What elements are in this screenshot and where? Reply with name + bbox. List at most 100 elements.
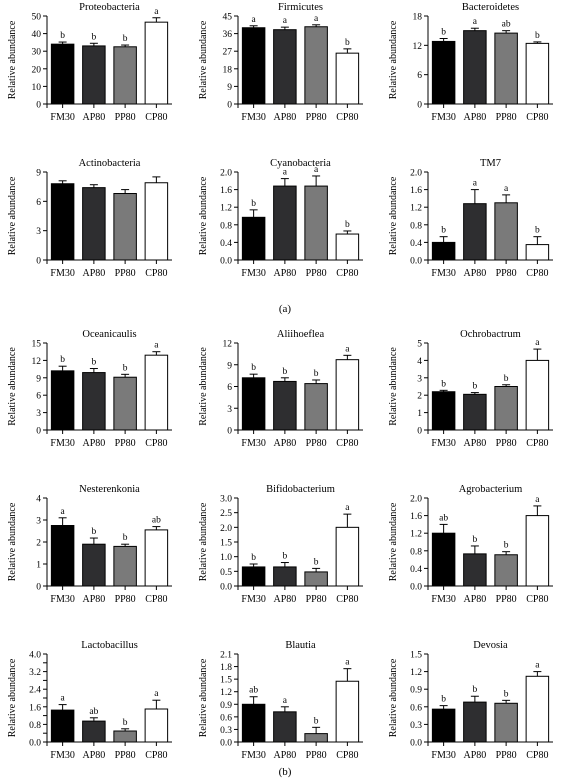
significance-letter: b	[60, 31, 65, 41]
bar-fm30	[431, 241, 456, 261]
y-tick-label: 0.0	[220, 739, 232, 749]
chart-title: Bifidobacterium	[266, 484, 335, 495]
x-tick-label: FM30	[50, 112, 74, 123]
x-tick-label: CP80	[336, 594, 358, 605]
y-tick-label: 0.9	[410, 686, 422, 696]
y-tick-label: 18	[413, 13, 423, 23]
significance-letter: a	[61, 507, 66, 517]
x-tick-label: FM30	[50, 594, 74, 605]
y-tick-label: 3	[227, 405, 232, 415]
x-tick-label: CP80	[145, 268, 167, 279]
y-axis-label: Relative abundance	[388, 20, 399, 99]
x-tick-label: CP80	[336, 438, 358, 449]
significance-letter: b	[251, 553, 256, 563]
bar-cp80	[525, 515, 550, 587]
x-tick-label: PP80	[115, 438, 136, 449]
y-axis-label: Relative abundance	[198, 502, 209, 581]
y-axis-label: Relative abundance	[388, 658, 399, 737]
y-tick-label: 1.5	[220, 676, 232, 686]
y-tick-label: 1.5	[410, 651, 422, 661]
y-tick-label: 1.0	[220, 553, 232, 563]
significance-letter: a	[535, 495, 540, 505]
y-tick-label: 45	[223, 13, 233, 23]
y-tick-label: 0.4	[410, 239, 422, 249]
bar-pp80	[113, 376, 137, 431]
significance-letter: b	[441, 379, 446, 389]
y-tick-label: 12	[223, 340, 233, 350]
y-tick-label: 9	[36, 169, 41, 179]
significance-letter: a	[154, 689, 159, 699]
y-tick-label: 12	[413, 42, 423, 52]
significance-letter: a	[283, 168, 288, 178]
bar-pp80	[113, 193, 137, 261]
significance-letter: b	[314, 557, 319, 567]
y-tick-label: 2.0	[410, 495, 422, 505]
y-tick-label: 0.0	[410, 583, 422, 593]
x-tick-label: CP80	[145, 594, 167, 605]
bar-cp80	[335, 52, 360, 105]
y-axis-label: Relative abundance	[198, 176, 209, 255]
y-tick-label: 12	[32, 357, 42, 367]
y-axis-label: Relative abundance	[7, 347, 18, 426]
x-tick-label: CP80	[526, 438, 548, 449]
x-tick-label: PP80	[115, 594, 136, 605]
bar-ap80	[463, 203, 487, 261]
x-tick-label: CP80	[336, 112, 358, 123]
y-tick-label: 2	[417, 392, 422, 402]
chart-6: Oceanicaulis 0 3 6 9 12 15 Relative abundance b F…	[7, 329, 172, 449]
y-tick-label: 36	[223, 30, 233, 40]
significance-letter: b	[92, 358, 97, 368]
y-tick-label: 1	[36, 561, 41, 571]
bar-pp80	[494, 202, 518, 261]
chart-title: Aliihoeflea	[277, 329, 325, 340]
x-tick-label: PP80	[115, 112, 136, 123]
chart-title: Ochrobactrum	[460, 329, 521, 340]
chart-title: Lactobacillus	[81, 640, 138, 651]
y-tick-label: 0.8	[29, 721, 41, 731]
y-axis-label: Relative abundance	[388, 347, 399, 426]
y-tick-label: 15	[32, 340, 42, 350]
significance-letter: b	[92, 32, 97, 42]
y-tick-label: 1.2	[220, 688, 232, 698]
bar-fm30	[241, 377, 266, 431]
x-tick-label: FM30	[241, 268, 265, 279]
significance-letter: b	[251, 199, 256, 209]
bar-pp80	[304, 733, 328, 743]
y-tick-label: 1.6	[29, 703, 41, 713]
bar-fm30	[431, 532, 456, 587]
y-tick-label: 0.0	[410, 257, 422, 267]
x-tick-label: FM30	[241, 112, 265, 123]
bar-ap80	[273, 185, 297, 261]
bar-fm30	[50, 183, 75, 261]
chart-13: Blautia 0.0 0.3 0.6 0.9 1.2 1.5 1.8 2.1 Relative …	[198, 640, 363, 761]
y-tick-label: 0.8	[410, 221, 422, 231]
significance-letter: ab	[502, 20, 511, 30]
bar-cp80	[525, 244, 550, 261]
x-tick-label: PP80	[115, 268, 136, 279]
x-tick-label: AP80	[463, 750, 486, 761]
x-tick-label: PP80	[496, 268, 517, 279]
bar-ap80	[273, 566, 297, 587]
chart-8: Ochrobactrum 0 1 2 3 4 5 Relative abundance b FM3…	[388, 329, 553, 449]
y-axis-label: Relative abundance	[7, 658, 18, 737]
x-tick-label: AP80	[82, 438, 105, 449]
x-tick-label: AP80	[273, 112, 296, 123]
y-tick-label: 2.0	[220, 524, 232, 534]
significance-letter: a	[154, 7, 159, 17]
chart-title: Devosia	[473, 640, 508, 651]
significance-letter: a	[535, 661, 540, 671]
significance-letter: b	[473, 685, 478, 695]
y-axis-label: Relative abundance	[388, 502, 399, 581]
significance-letter: a	[504, 184, 509, 194]
x-tick-label: CP80	[336, 268, 358, 279]
x-tick-label: FM30	[241, 750, 265, 761]
bar-cp80	[144, 708, 169, 743]
x-tick-label: AP80	[273, 750, 296, 761]
chart-title: TM7	[480, 158, 501, 169]
bar-pp80	[494, 386, 518, 431]
x-tick-label: FM30	[431, 438, 455, 449]
y-tick-label: 0.8	[410, 547, 422, 557]
x-tick-label: AP80	[82, 750, 105, 761]
chart-0: Proteobacteria 0 10 20 30 40 50 Relative abunda…	[7, 2, 172, 123]
